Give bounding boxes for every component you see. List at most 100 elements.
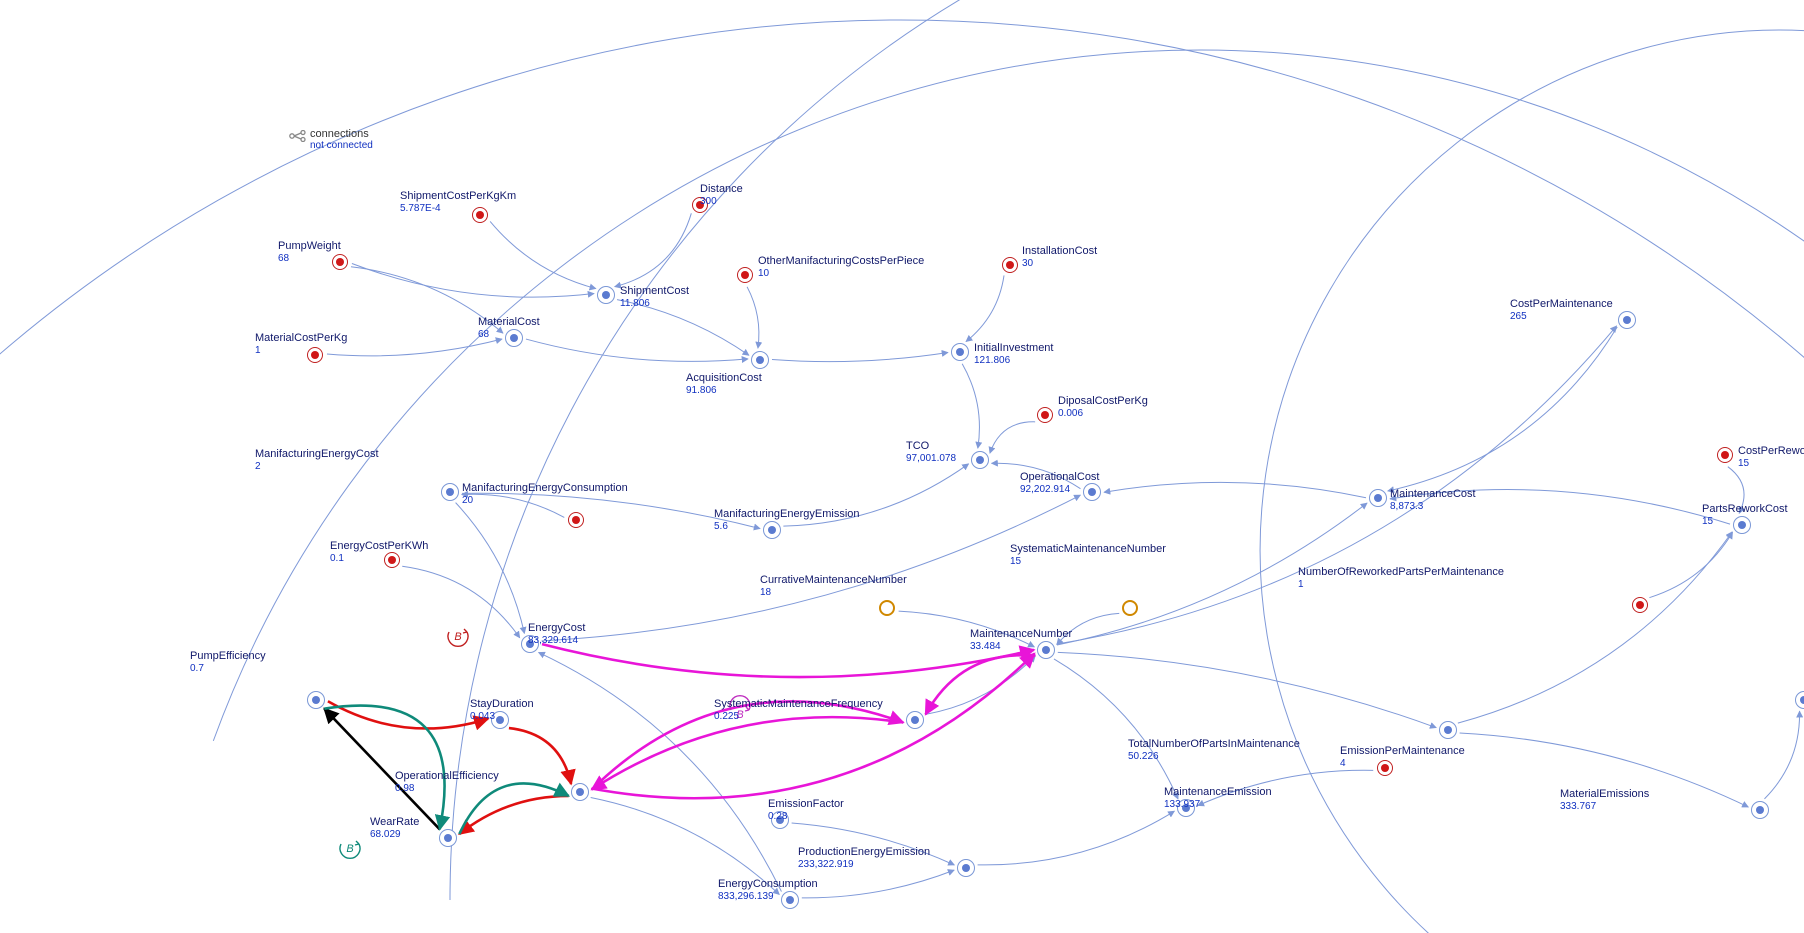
- bg-arc: [0, 20, 1804, 933]
- edge-CostPerMaintenance-MaintenanceCost: [1388, 327, 1617, 491]
- edge-StayDuration-OperationalEfficiency: [509, 728, 571, 784]
- label-MaterialCost: MaterialCost68: [478, 316, 540, 340]
- node-CostPerRework[interactable]: [1717, 447, 1733, 463]
- edge-MaintenanceNumber-SystematicMaintenanceFrequency: [926, 655, 1036, 714]
- label-MaintenanceNumber: MaintenanceNumber33.484: [970, 628, 1072, 652]
- node-InitialInvestment[interactable]: [951, 343, 969, 361]
- bg-arc: [1260, 30, 1804, 933]
- label-EnergyCostPerKWh: EnergyCostPerKWh0.1: [330, 540, 428, 564]
- label-ManifacturingEnergyConsumption: ManifacturingEnergyConsumption20: [462, 482, 628, 506]
- label-MaterialCostPerKg: MaterialCostPerKg1: [255, 332, 347, 356]
- edge-MaintenanceNumber-MaintenanceEmission: [1054, 659, 1178, 799]
- label-OperationalCost: OperationalCost92,202.914: [1020, 471, 1100, 495]
- loop-marker: B: [448, 629, 468, 646]
- label-MaintenanceCost: MaintenanceCost8,873.3: [1390, 488, 1476, 512]
- edge-EnergyConsumption-ProductionEnergyEmission: [802, 870, 954, 898]
- node-OperationalEfficiency[interactable]: [571, 783, 589, 801]
- label-EmissionPerMaintenance: EmissionPerMaintenance4: [1340, 745, 1465, 769]
- edge-NumberOfReworkedParts_in-PartsReworkCost: [1649, 532, 1732, 597]
- node-NumberOfReworkedParts_in[interactable]: [1632, 597, 1648, 613]
- diagram-canvas[interactable]: BBB PumpWeight68ShipmentCostPerKgKm5.787…: [0, 0, 1804, 933]
- node-MaterialEmissions[interactable]: [1751, 801, 1769, 819]
- label-ShipmentCostPerKgKm: ShipmentCostPerKgKm5.787E-4: [400, 190, 516, 214]
- bg-arc: [450, 0, 1804, 900]
- edge-PumpWeight-ShipmentCost: [352, 263, 594, 297]
- node-TCO[interactable]: [971, 451, 989, 469]
- edge-OperationalEfficiency-MaintenanceNumber: [591, 653, 1034, 798]
- node-InstallationCost[interactable]: [1002, 257, 1018, 273]
- edge-Distance-ShipmentCost: [615, 213, 692, 286]
- node-MaintenanceCost[interactable]: [1369, 489, 1387, 507]
- node-OtherManifacturingCostsPerPiece[interactable]: [737, 267, 753, 283]
- edge-MaterialEmissions-far_right_575: [1764, 711, 1799, 799]
- node-CurrativeMaintenanceNumber2[interactable]: [1122, 600, 1138, 616]
- label-WearRate: WearRate68.029: [370, 816, 419, 840]
- edge-SystematicMaintenanceFrequency-OperationalEfficiency: [592, 717, 904, 789]
- label-CostPerMaintenance: CostPerMaintenance265: [1510, 298, 1613, 322]
- edge-EnergyCost-MaintenanceNumber: [542, 644, 1034, 677]
- legend-title: connections: [310, 128, 373, 140]
- label-EmissionFactor: EmissionFactor0.28: [768, 798, 844, 822]
- label-PumpEfficiency: PumpEfficiency0.7: [190, 650, 266, 674]
- edge-SystematicMaintenanceFrequency-MaintenanceNumber: [926, 656, 1036, 715]
- label-CostPerRework: CostPerRework15: [1738, 445, 1804, 469]
- label-ProductionEnergyEmission: ProductionEnergyEmission233,322.919: [798, 846, 930, 870]
- label-EnergyConsumption: EnergyConsumption833,296.139: [718, 878, 818, 902]
- label-MaterialEmissions: MaterialEmissions333.767: [1560, 788, 1649, 812]
- edge-DiposalCostPerKg-TCO: [990, 422, 1035, 453]
- edge-MaintenanceCost-OperationalCost: [1104, 482, 1366, 497]
- label-EnergyCost: EnergyCost83,329.614: [528, 622, 585, 646]
- edge-MaterialCost-AcquisitionCost: [526, 339, 748, 361]
- share-icon: [288, 130, 308, 142]
- label-SystematicMaintenanceFrequency: SystematicMaintenanceFrequency0.225: [714, 698, 883, 722]
- label-ManifacturingEnergyCost: ManifacturingEnergyCost2: [255, 448, 379, 472]
- edge-OperationalEfficiency-WearRate: [459, 796, 568, 834]
- edge-InstallationCost-InitialInvestment: [966, 275, 1004, 341]
- label-OtherManifacturingCostsPerPiece: OtherManifacturingCostsPerPiece10: [758, 255, 924, 279]
- node-TotalNumberOfPartsInMaintenance[interactable]: [1439, 721, 1457, 739]
- svg-text:B: B: [454, 631, 461, 643]
- label-AcquisitionCost: AcquisitionCost91.806: [686, 372, 762, 396]
- node-node_316_700[interactable]: [307, 691, 325, 709]
- label-StayDuration: StayDuration0.043: [470, 698, 534, 722]
- svg-text:B: B: [346, 843, 353, 855]
- node-ShipmentCost[interactable]: [597, 286, 615, 304]
- edge-EnergyCostPerKWh-EnergyCost: [402, 566, 519, 638]
- label-SystematicMaintenanceNumber: SystematicMaintenanceNumber15: [1010, 543, 1166, 567]
- edge-node_316_700-WearRate: [324, 706, 444, 830]
- edge-TotalNumberOfPartsInMaintenance-PartsReworkCost: [1458, 532, 1732, 723]
- node-CostPerMaintenance[interactable]: [1618, 311, 1636, 329]
- edge-ProductionEnergyEmission-MaintenanceEmission: [978, 811, 1175, 865]
- label-PumpWeight: PumpWeight68: [278, 240, 341, 264]
- node-DiposalCostPerKg[interactable]: [1037, 407, 1053, 423]
- label-Distance: Distance300: [700, 183, 743, 207]
- edge-MaintenanceNumber-CostPerMaintenance: [1056, 326, 1616, 644]
- label-InstallationCost: InstallationCost30: [1022, 245, 1097, 269]
- node-SystematicMaintenanceFrequency[interactable]: [906, 711, 924, 729]
- edge-AcquisitionCost-InitialInvestment: [772, 352, 948, 361]
- loop-marker: B: [340, 841, 360, 858]
- edge-ShipmentCostPerKgKm-ShipmentCost: [490, 221, 596, 288]
- label-ShipmentCost: ShipmentCost11.806: [620, 285, 689, 309]
- node-ManifacturingEnergyConsumption[interactable]: [441, 483, 459, 501]
- edge-ManifacturingEnergyConsumption-EnergyCost: [456, 503, 525, 634]
- legend-subtitle: not connected: [310, 140, 373, 151]
- label-TotalNumberOfPartsInMaintenance: TotalNumberOfPartsInMaintenance50.226: [1128, 738, 1300, 762]
- node-AcquisitionCost[interactable]: [751, 351, 769, 369]
- edge-InitialInvestment-TCO: [962, 364, 979, 448]
- edge-WearRate-node_316_700: [324, 709, 439, 830]
- edge-MaintenanceNumber-TotalNumberOfPartsInMaintenance: [1058, 652, 1436, 727]
- label-NumberOfReworkedPartsPerMaintenance: NumberOfReworkedPartsPerMaintenance1: [1298, 566, 1504, 590]
- edge-MaterialCostPerKg-MaterialCost: [327, 339, 502, 356]
- label-MaintenanceEmission: MaintenanceEmission133.937: [1164, 786, 1272, 810]
- node-CurrativeMaintenanceNumber[interactable]: [879, 600, 895, 616]
- edge-node_316_700-StayDuration: [328, 701, 488, 728]
- node-WearRate[interactable]: [439, 829, 457, 847]
- node-far_right_575[interactable]: [1795, 691, 1804, 709]
- label-CurrativeMaintenanceNumber: CurrativeMaintenanceNumber18: [760, 574, 907, 598]
- edge-EnergyConsumption-EnergyCost: [539, 652, 782, 891]
- node-ProductionEnergyEmission[interactable]: [957, 859, 975, 877]
- label-TCO: TCO97,001.078: [906, 440, 956, 464]
- node-ManifacturingEnergyConsumption_in[interactable]: [568, 512, 584, 528]
- label-DiposalCostPerKg: DiposalCostPerKg0.006: [1058, 395, 1148, 419]
